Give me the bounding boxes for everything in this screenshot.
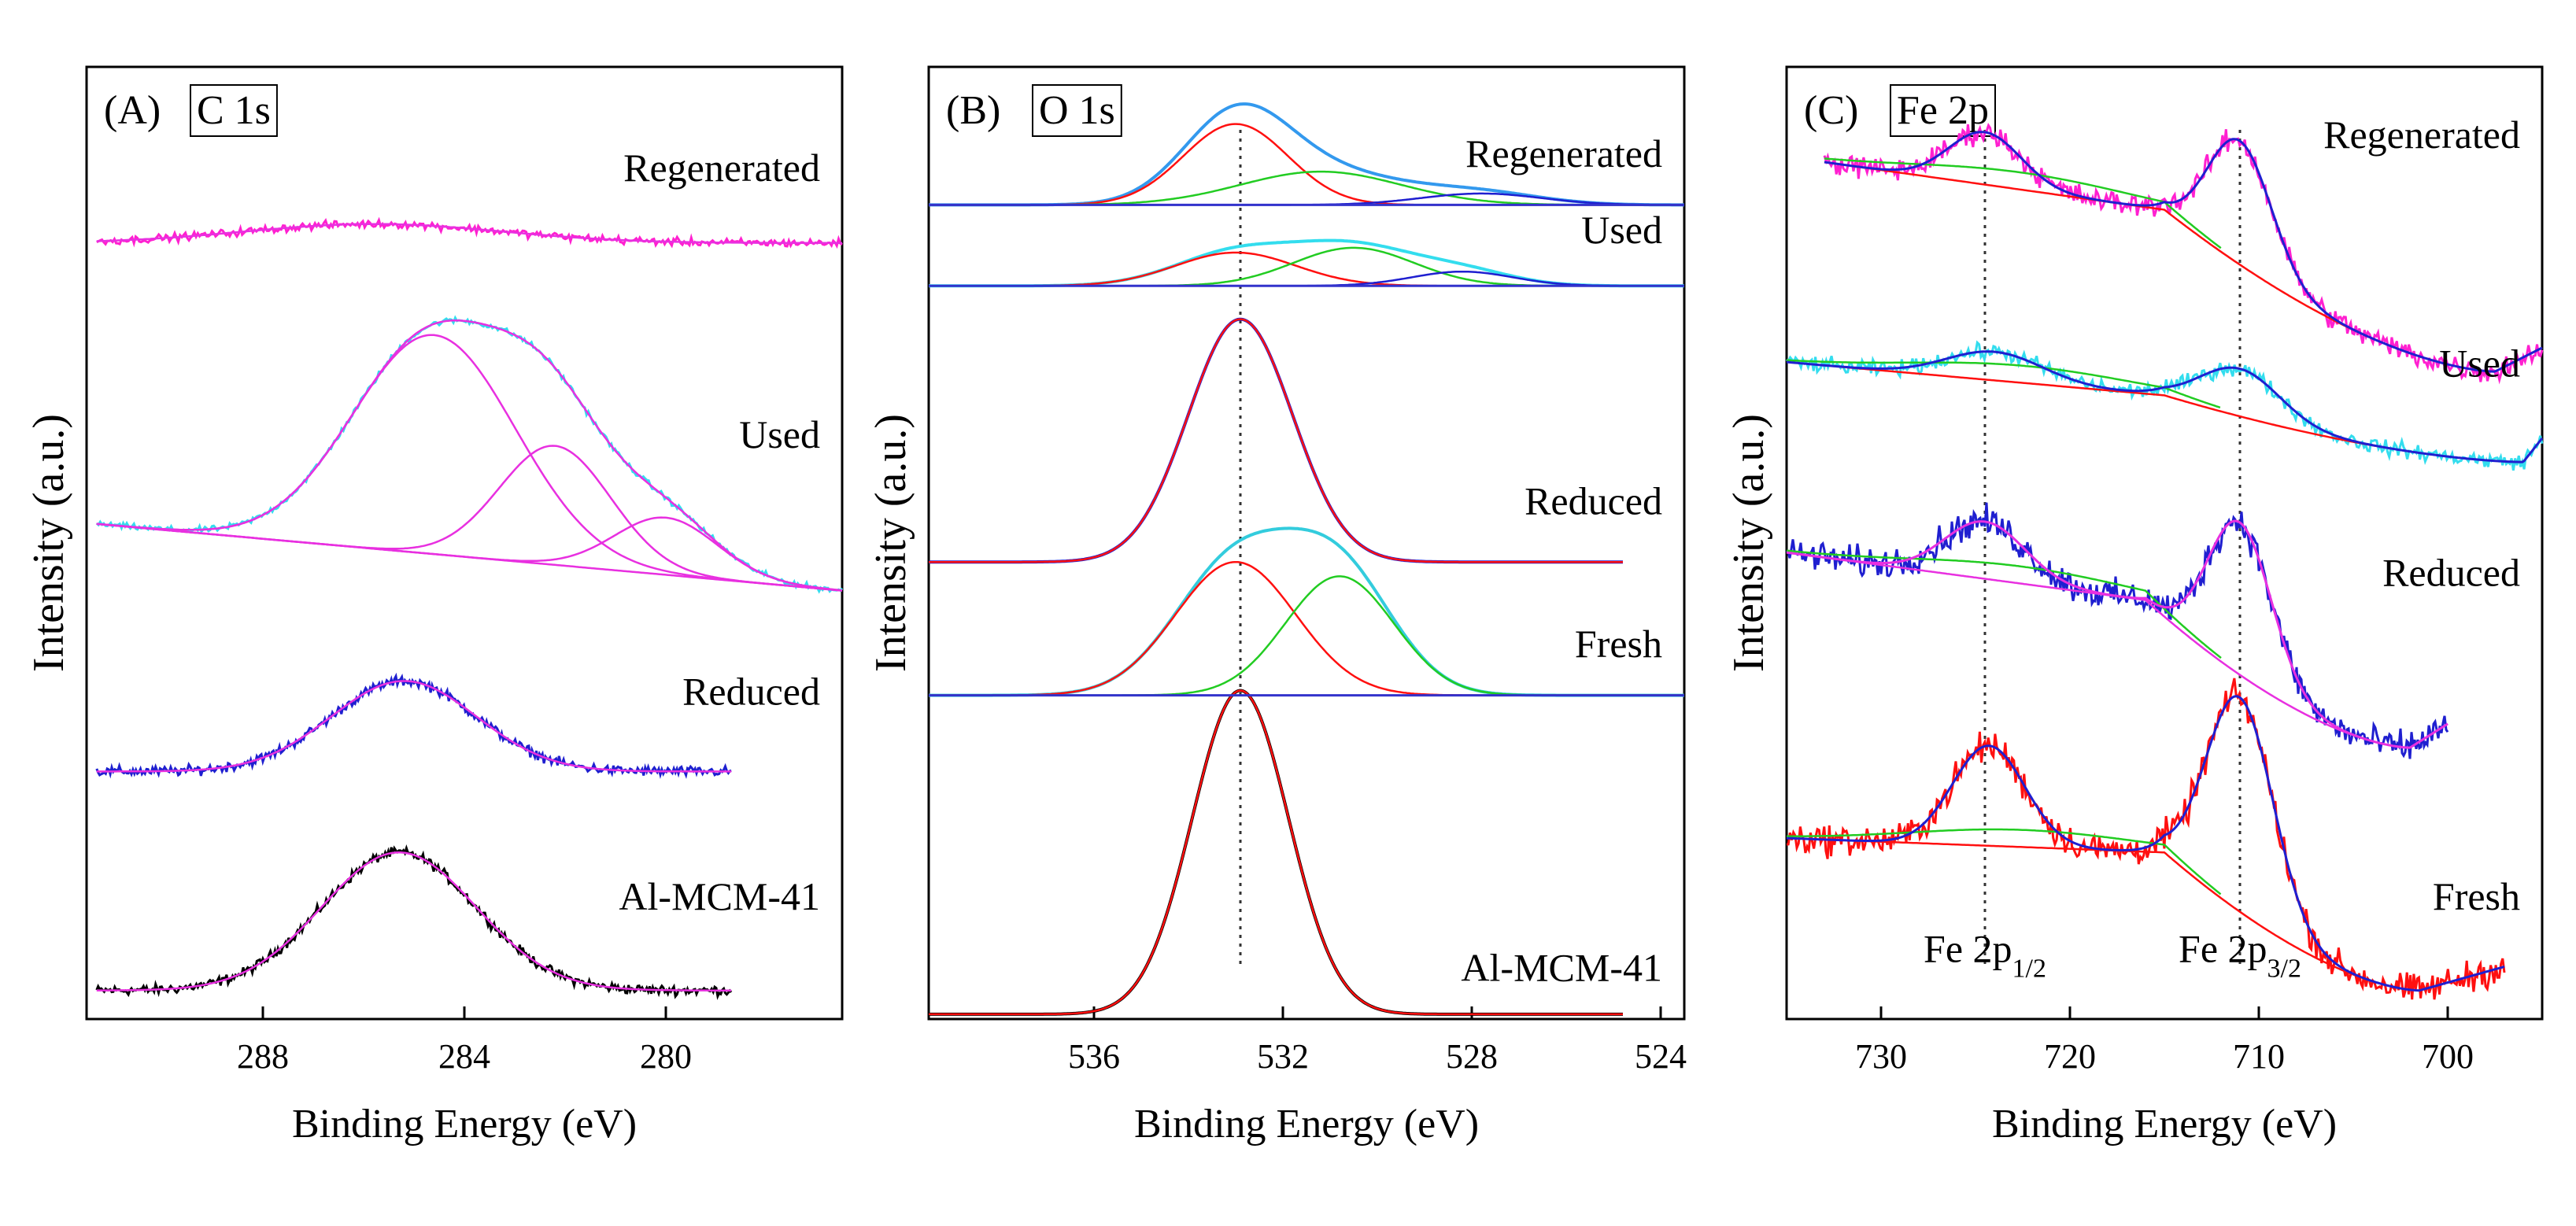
x-tick-label: 284 [438,1037,490,1076]
fitted-component [929,575,1684,696]
y-axis-title: Intensity (a.u.) [1724,414,1773,672]
fit-envelope [96,319,843,592]
fit-envelope [96,851,732,992]
fitted-component [929,560,1684,696]
fit-envelope [1786,519,2448,749]
x-tick-label: 280 [640,1037,692,1076]
series-used [929,238,1684,288]
raw-spectrum-line [1823,122,2544,385]
series-al-mcm-41 [95,844,733,1000]
raw-spectrum-line [1786,502,2449,759]
fit-baseline [96,523,843,592]
series-al-mcm-41 [929,689,1623,1016]
fit-envelope [96,223,842,245]
series-fresh [929,526,1684,697]
x-tick-label: 710 [2233,1037,2285,1076]
panel-element-title: O 1s [1039,88,1115,133]
panel-element-title: Fe 2p [1897,88,1989,133]
series-label-fresh: Fresh [1575,622,1662,666]
plot-frame-Fe2p [1785,65,2544,1021]
panel-element-title: C 1s [197,88,271,133]
series-reduced [95,672,732,779]
series-label-used: Used [1581,208,1662,252]
series-label-al-mcm-41: Al-MCM-41 [619,874,820,918]
series-regenerated [929,102,1684,207]
panel-Fe2p: 730 720 710 700 Binding Energy (eV) Intensity… [1724,65,2544,1147]
series-label-fresh: Fresh [2433,874,2520,918]
panel-letter: (B) [946,88,1000,133]
satellite-component [1786,549,2222,659]
fitted-component [929,689,1623,1016]
fitted-component [96,445,843,592]
series-label-reduced: Reduced [682,670,820,714]
fit-envelope [96,680,732,773]
satellite-component [1786,359,2221,409]
series-reduced [1786,502,2449,759]
series-label-regenerated: Regenerated [1465,131,1662,175]
raw-spectrum-line [95,844,733,1000]
series-reduced [929,317,1623,564]
peak-label: Fe 2p1/2 [1924,926,2046,983]
fitted-component [929,270,1684,287]
x-axis-title: Binding Energy (eV) [1992,1102,2337,1147]
series-label-reduced: Reduced [1525,479,1662,523]
x-tick-label: 730 [1855,1037,1907,1076]
series-label-al-mcm-41: Al-MCM-41 [1461,946,1662,990]
plot-frame-O1s [927,65,1686,1021]
x-tick-label: 288 [237,1037,289,1076]
series-regenerated [1823,122,2544,385]
series-fresh [1786,678,2506,1000]
series-regenerated [96,216,843,249]
y-axis-title: Intensity (a.u.) [867,414,915,672]
x-tick-label: 524 [1635,1037,1687,1076]
raw-spectrum-line [929,317,1623,564]
panel-title-box [1890,84,1996,137]
x-tick-label: 720 [2044,1037,2096,1076]
fit-envelope [1786,350,2544,463]
peak-label: Fe 2p3/2 [2179,926,2301,983]
series-used [1785,340,2544,471]
x-tick-label: 700 [2422,1037,2474,1076]
raw-spectrum-line [929,526,1684,697]
panel-letter: (A) [104,88,161,133]
panel-O1s: 536 532 528 524 Binding Energy (eV) Intensity… [867,65,1687,1147]
panel-title-box [1032,84,1122,137]
series-label-used: Used [739,412,820,456]
raw-spectrum-line [929,238,1684,288]
series-used [95,315,844,594]
x-tick-label: 528 [1446,1037,1498,1076]
fit-envelope [1786,695,2505,992]
series-label-regenerated: Regenerated [623,146,820,190]
x-tick-label: 536 [1068,1037,1120,1076]
x-axis-title: Binding Energy (eV) [1134,1102,1479,1147]
raw-spectrum-line [95,672,732,779]
fit-envelope [1824,131,2543,373]
panel-letter: (C) [1804,88,1858,133]
fitted-component [929,246,1684,287]
series-label-reduced: Reduced [2382,550,2520,594]
series-label-regenerated: Regenerated [2323,113,2520,157]
y-axis-title: Intensity (a.u.) [24,414,73,672]
x-tick-label: 532 [1257,1037,1309,1076]
fit-background [1786,836,2505,992]
fitted-component [929,318,1623,563]
satellite-component [1824,157,2222,249]
panel-title-box [190,84,278,137]
series-label-used: Used [2439,341,2520,385]
satellite-component [1787,828,2222,895]
fitted-component [96,334,843,592]
x-axis-title: Binding Energy (eV) [292,1102,637,1147]
